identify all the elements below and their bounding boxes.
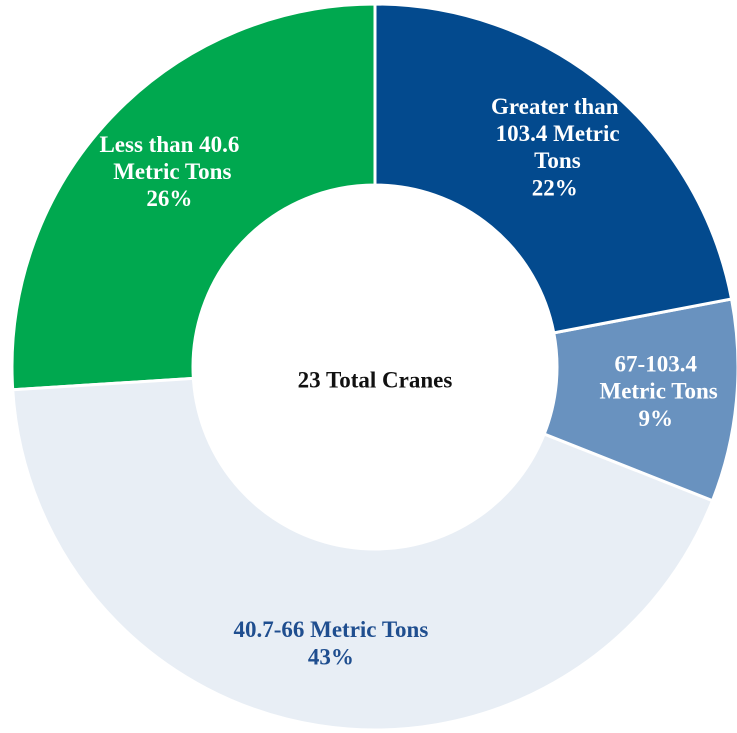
value-label: 43% bbox=[308, 644, 354, 669]
category-label: 40.7-66 Metric Tons bbox=[233, 617, 428, 642]
category-label: Less than 40.6 Metric Tons bbox=[99, 132, 239, 184]
donut-slice bbox=[373, 2, 734, 335]
center-label: 23 Total Cranes bbox=[298, 367, 453, 392]
category-label: 67-103.4 Metric Tons bbox=[594, 352, 718, 404]
value-label: 9% bbox=[638, 406, 673, 431]
donut-slice bbox=[11, 376, 715, 732]
donut-slice bbox=[10, 2, 377, 392]
value-label: 26% bbox=[146, 186, 192, 211]
value-label: 22% bbox=[532, 175, 578, 200]
category-label: Greater than 103.4 Metric Tons bbox=[490, 94, 620, 173]
donut-slice bbox=[542, 297, 737, 503]
